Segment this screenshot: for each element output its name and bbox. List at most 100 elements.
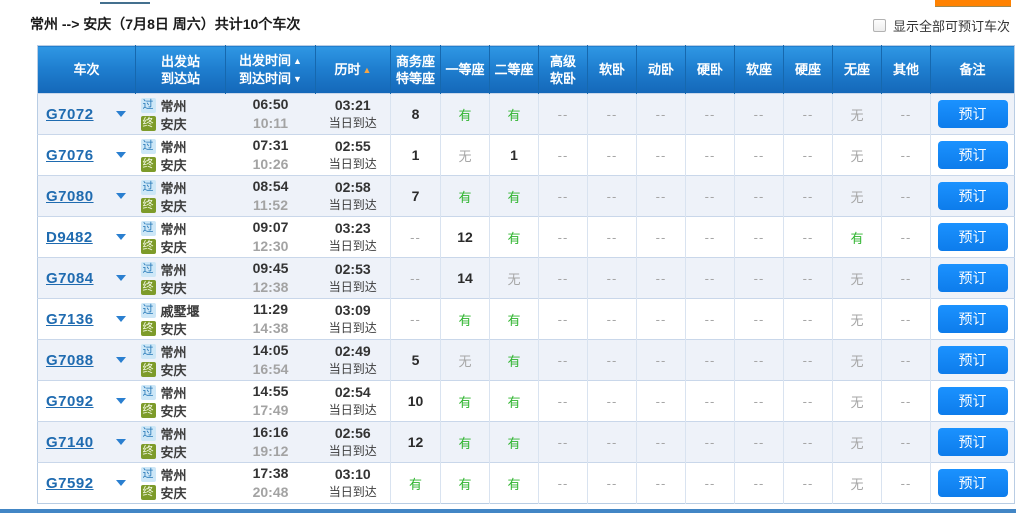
seat-availability: --: [802, 393, 814, 409]
stations-cell: 过常州终安庆: [135, 462, 226, 504]
arrival-station: 安庆: [160, 444, 187, 460]
seat-cell-premium-soft-sleeper: --: [538, 134, 588, 176]
book-button[interactable]: 预订: [937, 387, 1008, 415]
expand-stops-icon[interactable]: [115, 357, 126, 363]
seat-availability: 有: [507, 394, 521, 410]
train-link[interactable]: G7136: [46, 310, 94, 328]
arrival-station: 安庆: [160, 198, 187, 214]
train-link[interactable]: G7080: [46, 187, 94, 205]
train-link[interactable]: G7084: [46, 269, 94, 287]
seat-availability: 无: [850, 189, 864, 205]
table-row: G7072 过常州终安庆 06:50 10:11 03:21 当日到达 8 有 有 -- -- -- -…: [37, 93, 1015, 135]
book-button[interactable]: 预订: [937, 264, 1008, 292]
terminal-station-badge: 终: [140, 361, 156, 377]
departure-station: 常州: [160, 98, 187, 114]
seat-cell-soft-sleeper: --: [587, 257, 637, 299]
train-link[interactable]: G7092: [46, 392, 94, 410]
seat-availability: 有: [458, 107, 472, 123]
book-button[interactable]: 预订: [937, 305, 1008, 333]
arrival-time: 12:38: [252, 279, 289, 295]
arrival-time: 16:54: [252, 361, 289, 377]
train-link[interactable]: G7140: [46, 433, 94, 451]
seat-availability: --: [704, 475, 716, 491]
seat-cell-second-class: 1: [489, 134, 539, 176]
arrival-station: 安庆: [160, 362, 187, 378]
expand-stops-icon[interactable]: [115, 193, 126, 199]
col-header-times[interactable]: 出发时间 ▲ 到达时间 ▼: [225, 45, 316, 94]
book-button[interactable]: 预订: [937, 182, 1008, 210]
seat-cell-business-seat: --: [390, 216, 441, 258]
expand-stops-icon[interactable]: [115, 316, 126, 322]
seat-availability: --: [802, 352, 814, 368]
seat-availability: --: [606, 188, 618, 204]
seat-availability: --: [606, 434, 618, 450]
col-header-duration[interactable]: 历时 ▲: [315, 45, 391, 94]
book-button[interactable]: 预订: [937, 428, 1008, 456]
departure-time: 09:45: [252, 260, 289, 276]
book-button[interactable]: 预订: [937, 141, 1008, 169]
seat-availability: 无: [850, 271, 864, 287]
remarks-cell: 预订: [930, 298, 1015, 340]
departure-station: 常州: [160, 426, 187, 442]
expand-stops-icon[interactable]: [115, 439, 126, 445]
col-header-label: 软卧: [549, 70, 576, 86]
seat-availability: --: [753, 188, 765, 204]
seat-cell-soft-sleeper: --: [587, 216, 637, 258]
sort-asc-icon[interactable]: ▲: [362, 64, 372, 75]
duration-value: 03:09: [334, 302, 371, 318]
expand-stops-icon[interactable]: [115, 275, 126, 281]
seat-cell-hard-seat: --: [783, 339, 833, 381]
arrival-day-note: 当日到达: [328, 157, 377, 171]
pass-station-badge: 过: [140, 425, 156, 441]
times-cell: 17:38 20:48: [225, 462, 316, 504]
book-button[interactable]: 预订: [937, 100, 1008, 128]
seat-cell-soft-seat: --: [734, 257, 784, 299]
book-button[interactable]: 预订: [937, 469, 1008, 497]
seat-cell-first-class: 有: [440, 380, 490, 422]
seat-cell-emu-sleeper: --: [636, 257, 686, 299]
seat-availability: --: [802, 311, 814, 327]
train-link[interactable]: D9482: [46, 228, 93, 246]
train-link[interactable]: G7592: [46, 474, 94, 492]
show-all-checkbox[interactable]: [872, 19, 886, 32]
seat-cell-hard-seat: --: [783, 175, 833, 217]
duration-value: 03:10: [334, 466, 371, 482]
query-button-fragment[interactable]: [935, 0, 1011, 7]
seat-availability: --: [557, 229, 569, 245]
departure-time: 11:29: [252, 301, 289, 317]
sort-desc-icon[interactable]: ▼: [293, 73, 302, 84]
train-link[interactable]: G7088: [46, 351, 94, 369]
col-header-label: 其他: [892, 62, 919, 77]
arrival-time: 11:52: [252, 197, 289, 213]
seat-cell-hard-sleeper: --: [685, 380, 735, 422]
arrival-station: 安庆: [160, 116, 187, 132]
terminal-station-badge: 终: [140, 443, 156, 459]
train-count-text: 共计10个车次: [214, 16, 301, 32]
seat-availability: --: [900, 393, 912, 409]
seat-availability: --: [753, 147, 765, 163]
seat-availability: --: [802, 270, 814, 286]
train-no-cell: D9482: [37, 216, 136, 258]
seat-cell-no-seat: 无: [832, 380, 882, 422]
seat-cell-no-seat: 无: [832, 257, 882, 299]
expand-stops-icon[interactable]: [115, 480, 126, 486]
book-button[interactable]: 预订: [937, 346, 1008, 374]
expand-stops-icon[interactable]: [115, 234, 126, 240]
seat-cell-hard-seat: --: [783, 462, 833, 504]
seat-availability: 7: [411, 188, 420, 204]
sort-asc-icon[interactable]: ▲: [293, 55, 302, 66]
book-button[interactable]: 预订: [937, 223, 1008, 251]
expand-stops-icon[interactable]: [115, 111, 126, 117]
seat-availability: --: [606, 147, 618, 163]
departure-station: 常州: [160, 467, 187, 483]
seat-cell-business-seat: --: [390, 298, 441, 340]
stations-cell: 过常州终安庆: [135, 134, 226, 176]
train-link[interactable]: G7072: [46, 105, 94, 123]
expand-stops-icon[interactable]: [115, 398, 126, 404]
col-header-train-no: 车次: [37, 45, 136, 94]
train-link[interactable]: G7076: [46, 146, 94, 164]
show-all-bookable-option[interactable]: 显示全部可预订车次: [872, 16, 1010, 35]
expand-stops-icon[interactable]: [115, 152, 126, 158]
seat-availability: --: [606, 311, 618, 327]
departure-time: 14:05: [252, 342, 289, 358]
